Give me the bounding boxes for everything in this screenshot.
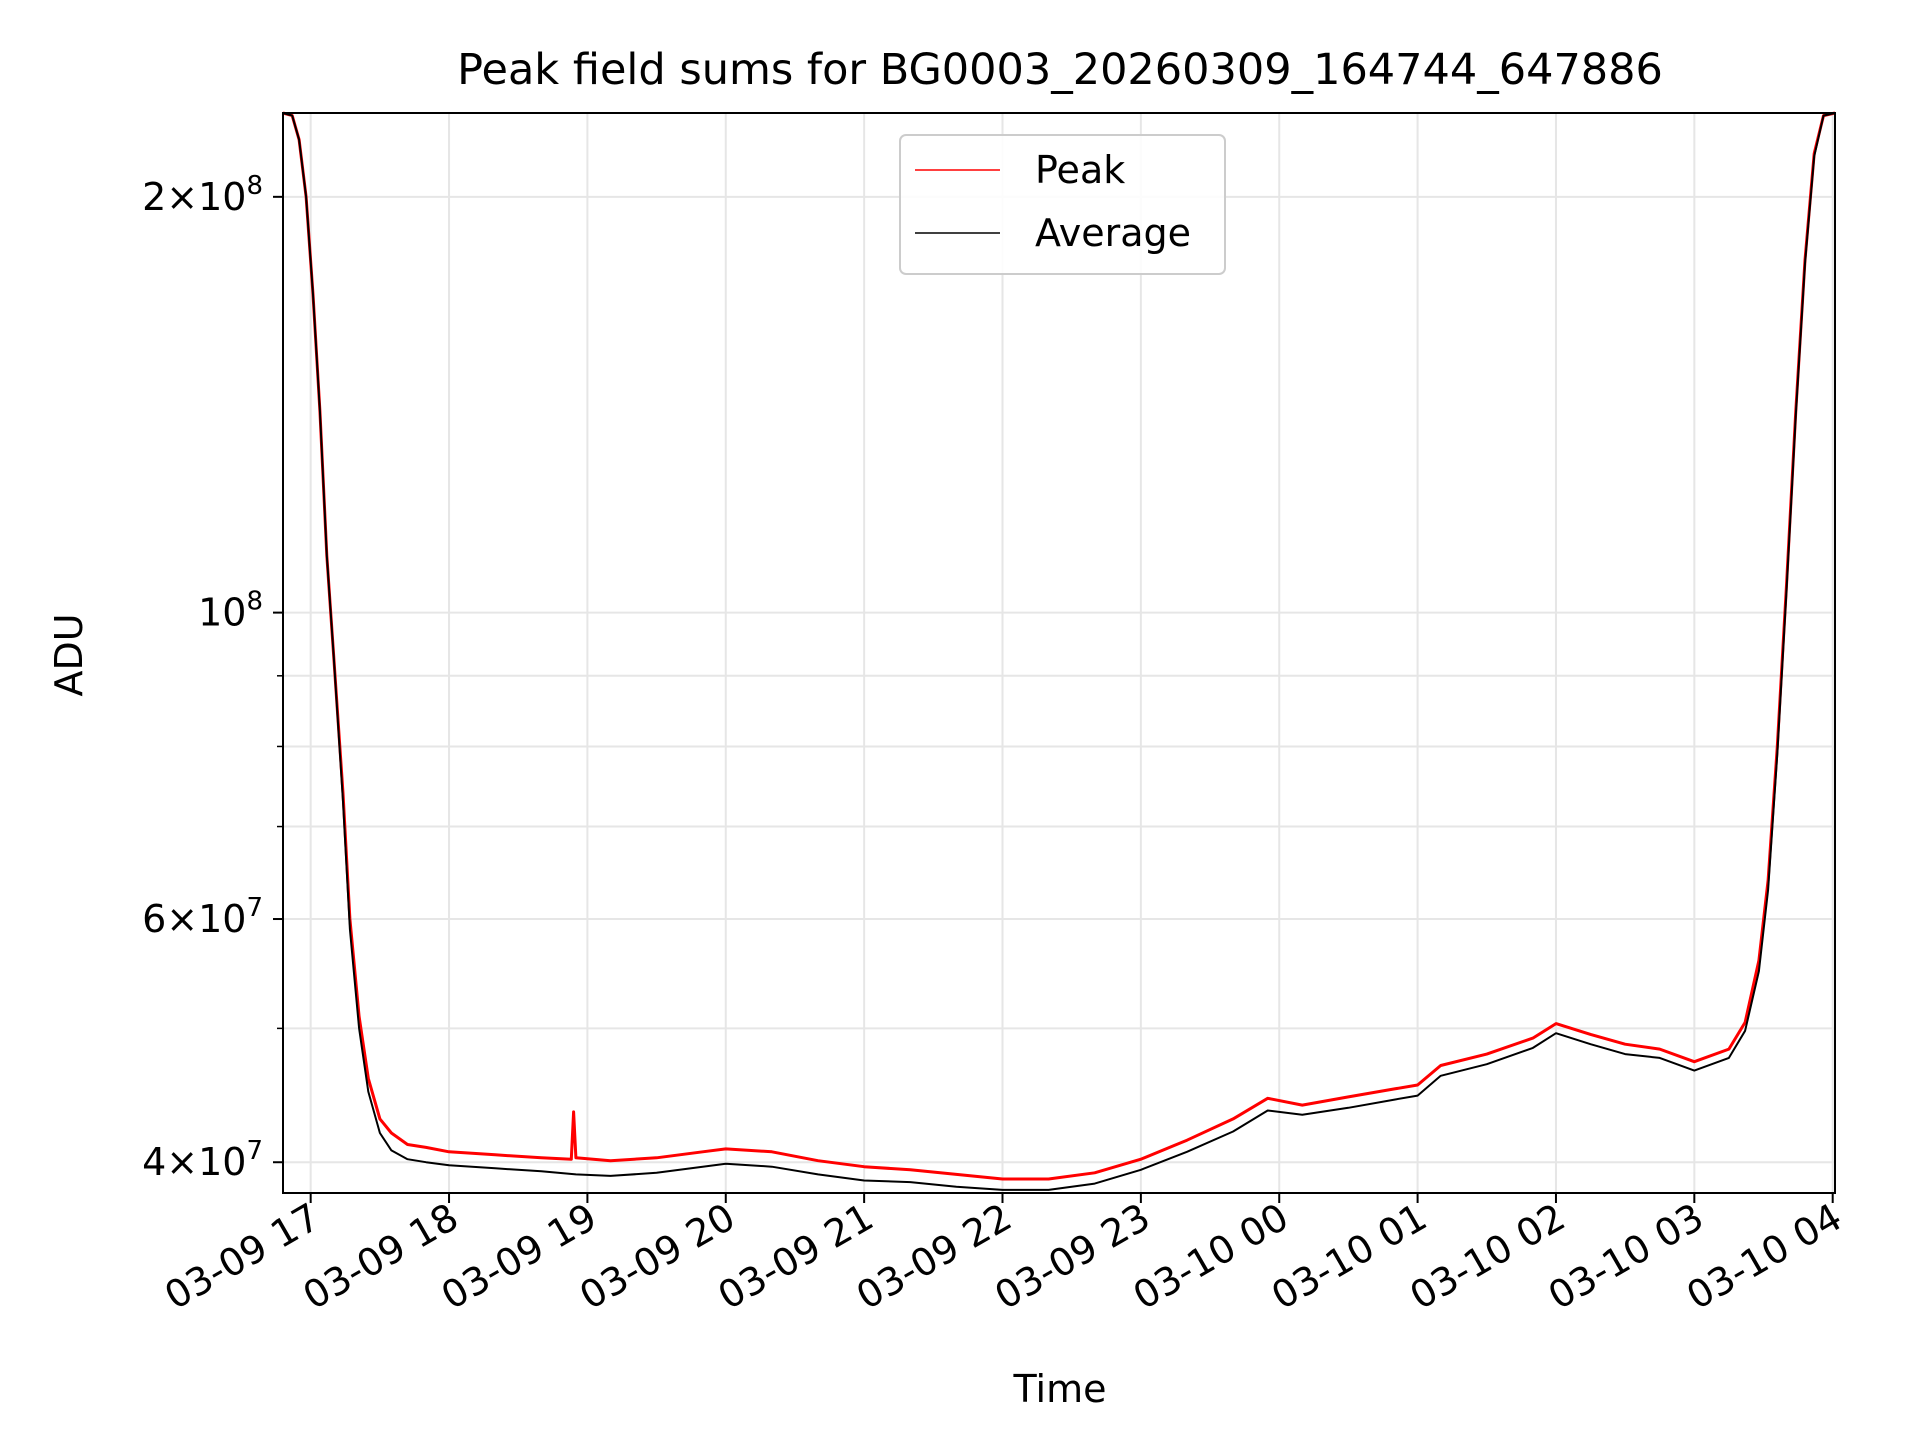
plot-frame [282,112,1836,1194]
series-line-peak [282,111,1836,1181]
y-tick-label: 6×107 [142,893,263,941]
series-line-average [282,112,1836,1191]
legend: Peak Average [899,134,1226,275]
legend-label-average: Average [1035,211,1191,255]
grid [283,113,1835,1193]
chart-title: Peak field sums for BG0003_20260309_1647… [457,45,1663,95]
y-tick-label: 4×107 [142,1136,263,1184]
y-tick-label: 2×108 [142,171,263,219]
plot-lines [282,111,1836,1191]
legend-label-peak: Peak [1035,148,1125,192]
y-axis-label: ADU [47,613,91,696]
x-axis-label: Time [1013,1367,1107,1411]
y-tick-label: 108 [198,587,263,635]
